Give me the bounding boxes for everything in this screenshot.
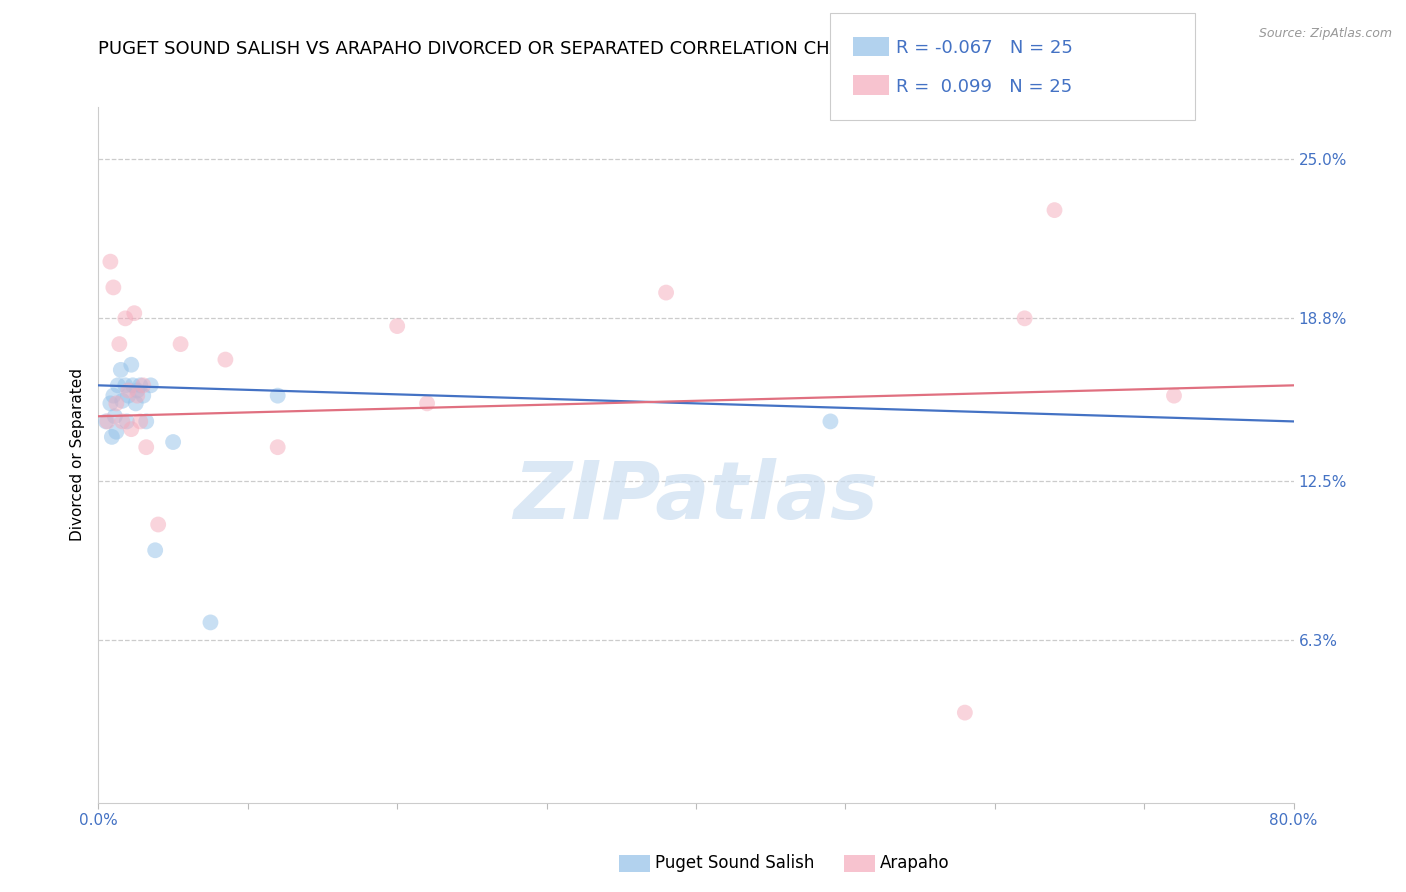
Point	[120, 358, 142, 372]
Point	[121, 378, 143, 392]
Point	[127, 384, 149, 398]
Point	[108, 337, 131, 351]
Text: PUGET SOUND SALISH VS ARAPAHO DIVORCED OR SEPARATED CORRELATION CHART: PUGET SOUND SALISH VS ARAPAHO DIVORCED O…	[98, 40, 865, 58]
Point	[115, 414, 138, 428]
Text: Puget Sound Salish: Puget Sound Salish	[655, 855, 814, 872]
Point	[129, 414, 152, 428]
Point	[1014, 311, 1036, 326]
Point	[103, 280, 125, 294]
Point	[655, 285, 678, 300]
Point	[214, 352, 236, 367]
Point	[117, 389, 139, 403]
Point	[94, 414, 117, 428]
Point	[117, 384, 139, 398]
Point	[105, 425, 128, 439]
Point	[416, 396, 439, 410]
Point	[1043, 203, 1066, 218]
Point	[125, 396, 148, 410]
Point	[111, 393, 134, 408]
Point	[129, 378, 152, 392]
Point	[953, 706, 976, 720]
Point	[135, 414, 157, 428]
Point	[132, 389, 155, 403]
Point	[267, 440, 290, 454]
Point	[96, 414, 118, 428]
Point	[107, 378, 129, 392]
Point	[132, 378, 155, 392]
Point	[120, 422, 142, 436]
Point	[139, 378, 162, 392]
Point	[267, 389, 290, 403]
Point	[104, 409, 127, 424]
Point	[200, 615, 222, 630]
Point	[103, 389, 125, 403]
Point	[1163, 389, 1185, 403]
Point	[100, 396, 122, 410]
Point	[820, 414, 842, 428]
Point	[135, 440, 157, 454]
Point	[127, 389, 149, 403]
Point	[100, 254, 122, 268]
Text: R = -0.067   N = 25: R = -0.067 N = 25	[896, 39, 1073, 57]
Point	[143, 543, 166, 558]
Text: ZIPatlas: ZIPatlas	[513, 458, 879, 536]
Text: Source: ZipAtlas.com: Source: ZipAtlas.com	[1258, 27, 1392, 40]
Point	[110, 363, 132, 377]
Point	[111, 414, 134, 428]
Y-axis label: Divorced or Separated: Divorced or Separated	[70, 368, 86, 541]
Point	[162, 435, 184, 450]
Point	[148, 517, 170, 532]
Text: R =  0.099   N = 25: R = 0.099 N = 25	[896, 78, 1071, 95]
Point	[169, 337, 191, 351]
Point	[114, 378, 136, 392]
Point	[101, 430, 124, 444]
Point	[114, 311, 136, 326]
Point	[385, 319, 409, 334]
Text: Arapaho: Arapaho	[880, 855, 950, 872]
Point	[105, 396, 128, 410]
Point	[124, 306, 146, 320]
